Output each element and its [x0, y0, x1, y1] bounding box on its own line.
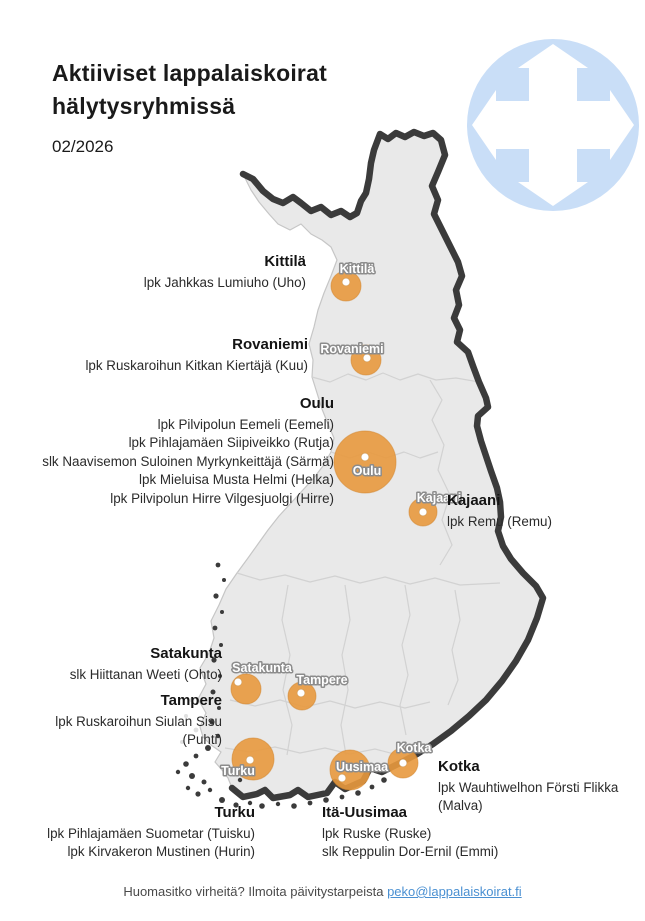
archipelago-specks [175, 562, 387, 809]
marker-circle-satakunta [230, 673, 262, 705]
dog-entry: lpk Wauhtiwelhon Försti Flikka (Malva) [438, 780, 619, 814]
marker-dot-kittila [341, 277, 351, 287]
marker-dot-kotka [398, 758, 408, 768]
map-label-kittila: Kittilä [340, 262, 375, 276]
location-heading-turku: Turku [214, 804, 255, 821]
map-label-oulu: Oulu [353, 464, 381, 478]
marker-dot-turku [245, 755, 255, 765]
title-line-1: Aktiiviset lappalaiskoirat [52, 60, 327, 86]
dog-entry: lpk Ruskaroihun Siulan Sisu (Puhti) [55, 714, 222, 748]
marker-dot-uusimaa [337, 773, 347, 783]
date-label: 02/2026 [52, 137, 114, 156]
island-specks [180, 697, 199, 744]
marker-dot-rovaniemi [362, 353, 372, 363]
location-block-satakunta: Satakunta slk Hiittanan Weeti (Ohto) [70, 644, 222, 684]
location-heading-kittila: Kittilä [264, 253, 306, 270]
page-title: Aktiiviset lappalaiskoirat hälytysryhmis… [52, 57, 327, 123]
dog-entry: slk Naavisemon Suloinen Myrkynkeittäjä (… [42, 453, 334, 469]
map-label-tampere: Tampere [296, 673, 347, 687]
town-dots [233, 277, 428, 783]
location-block-oulu: Oulu lpk Pilvipolun Eemeli (Eemeli) lpk … [42, 394, 334, 508]
location-block-kotka: Kotka lpk Wauhtiwelhon Försti Flikka (Ma… [438, 757, 643, 816]
location-heading-kotka: Kotka [438, 758, 480, 775]
marker-circle-oulu [333, 430, 397, 494]
dog-entry: lpk Remu (Remu) [447, 514, 552, 529]
map-label-satakunta: Satakunta [232, 661, 293, 675]
location-block-turku: Turku lpk Pihlajamäen Suometar (Tuisku) … [47, 803, 255, 862]
location-block-tampere: Tampere lpk Ruskaroihun Siulan Sisu (Puh… [32, 691, 222, 750]
location-heading-kajaani: Kajaani [447, 492, 501, 509]
org-logo [467, 39, 639, 211]
footer-email-link[interactable]: peko@lappalaiskoirat.fi [387, 884, 522, 899]
marker-dot-oulu [360, 452, 370, 462]
footer-text: Huomasitko virheitä? Ilmoita päivitystar… [123, 884, 384, 899]
location-heading-ita-uusimaa: Itä-Uusimaa [322, 804, 408, 821]
dog-entry: lpk Ruskaroihun Kitkan Kiertäjä (Kuu) [85, 358, 308, 373]
dog-entry: lpk Kirvakeron Mustinen (Hurin) [67, 844, 255, 860]
compass-cross-icon [467, 39, 639, 211]
location-heading-rovaniemi: Rovaniemi [232, 336, 308, 353]
dog-entry: slk Hiittanan Weeti (Ohto) [69, 667, 222, 682]
dog-entry: lpk Pilvipolun Hirre Vilgesjuolgi (Hirre… [110, 490, 334, 506]
dog-entry: slk Reppulin Dor-Ernil (Emmi) [322, 844, 499, 860]
map-label-kotka: Kotka [397, 741, 433, 755]
dog-entry: lpk Pilvipolun Eemeli (Eemeli) [157, 417, 334, 432]
dog-entry: lpk Mieluisa Musta Helmi (Helka) [139, 472, 334, 488]
marker-circle-kittila [330, 270, 362, 302]
marker-dot-tampere [296, 688, 306, 698]
map-label-rovaniemi: Rovaniemi [320, 342, 383, 356]
footer-note: Huomasitko virheitä? Ilmoita päivitystar… [0, 884, 645, 899]
location-block-ita-uusimaa: Itä-Uusimaa lpk Ruske (Ruske) slk Reppul… [322, 803, 498, 862]
location-block-kittila: Kittilä lpk Jahkkas Lumiuho (Uho) [144, 252, 306, 292]
dog-entry: lpk Jahkkas Lumiuho (Uho) [143, 275, 306, 290]
location-heading-tampere: Tampere [160, 692, 222, 709]
marker-dot-satakunta [233, 677, 243, 687]
dog-entry: lpk Pihlajamäen Siipiveikko (Rutja) [128, 435, 334, 451]
map-label-uusimaa: Uusimaa [336, 760, 389, 774]
location-heading-satakunta: Satakunta [150, 645, 222, 662]
title-line-2: hälytysryhmissä [52, 93, 236, 119]
location-block-kajaani: Kajaani lpk Remu (Remu) [447, 491, 552, 531]
dog-entry: lpk Pihlajamäen Suometar (Tuisku) [47, 826, 255, 841]
map-label-kajaani: Kajaani [417, 491, 461, 505]
marker-dot-kajaani [418, 507, 428, 517]
location-block-rovaniemi: Rovaniemi lpk Ruskaroihun Kitkan Kiertäj… [85, 335, 308, 375]
location-heading-oulu: Oulu [299, 395, 334, 412]
dog-entry: lpk Ruske (Ruske) [322, 826, 432, 841]
map-label-turku: Turku [221, 764, 255, 778]
